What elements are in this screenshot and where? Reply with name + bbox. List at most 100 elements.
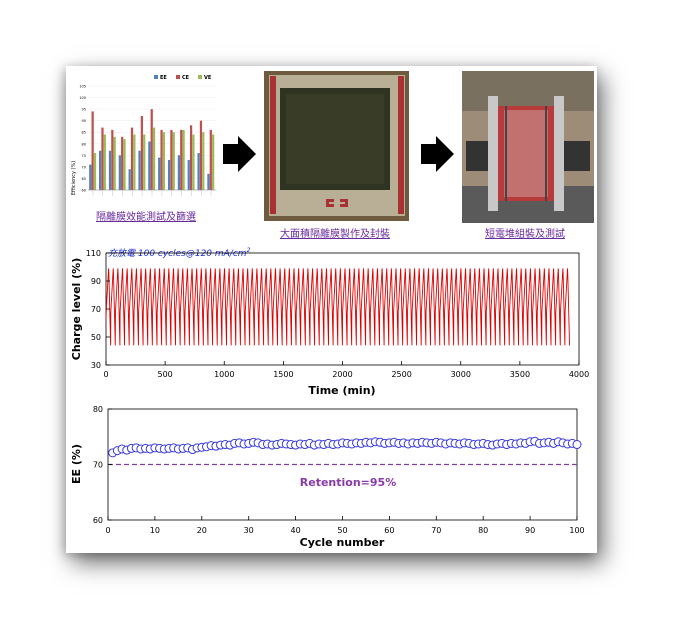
mini-bar: [207, 173, 210, 190]
mini-bar: [187, 159, 190, 190]
mini-legend: EE CE VE: [154, 75, 212, 81]
slide: Efficiency (%) 60 65 70 75 80 85 90 95 100 105 EE…: [66, 66, 597, 553]
mini-ytick-label: 95: [82, 108, 86, 112]
mini-bar: [189, 125, 193, 190]
charge-xtick-label: 1000: [214, 370, 234, 379]
ee-xtick-label: 60: [384, 526, 394, 535]
charge-xtick-label: 3500: [510, 370, 530, 379]
ee-ytick-label: 60: [93, 516, 103, 525]
ee-chart: Retention=95% 60 70 80 0 10 20 30 40 50 60 70 80 90…: [70, 405, 585, 549]
mini-bar: [123, 139, 126, 190]
mini-legend-swatch: [176, 75, 180, 79]
charge-xtick-label: 1500: [273, 370, 293, 379]
mini-bar: [148, 141, 151, 190]
ee-xtick-label: 20: [197, 526, 207, 535]
caption-short-stack: 短電堆組裝及測試: [485, 227, 565, 240]
mini-ytick-label: 80: [82, 142, 86, 146]
arrow-icon: [223, 136, 256, 172]
ee-xtick-label: 80: [478, 526, 488, 535]
charge-xtick-label: 2500: [391, 370, 411, 379]
ee-xtick-label: 90: [525, 526, 535, 535]
arrow-icon: [421, 136, 454, 172]
mini-ytick-label: 75: [82, 154, 86, 158]
charge-xtick-label: 3000: [451, 370, 471, 379]
retention-annotation: Retention=95%: [300, 476, 396, 489]
charge-level-line: [105, 268, 570, 346]
charge-xtick-label: 500: [157, 370, 172, 379]
mini-bar: [113, 136, 116, 190]
mini-bar: [108, 150, 112, 190]
ee-xtick-label: 50: [337, 526, 347, 535]
mini-bar: [150, 109, 153, 190]
charge-ytick-label: 110: [86, 249, 101, 258]
charge-xticks: 0 500 1000 1500 2000 2500 3000 3500 4000: [103, 361, 589, 379]
mini-bar: [121, 136, 124, 190]
mini-bar: [170, 129, 173, 190]
charge-yticks: 30 50 70 90 110: [86, 249, 110, 370]
mini-bar: [162, 132, 166, 190]
mini-bar: [111, 129, 114, 190]
mini-bar: [143, 134, 146, 190]
charge-xtick-label: 4000: [569, 370, 589, 379]
mini-bar: [172, 132, 175, 190]
mini-bar: [101, 127, 104, 190]
mini-bar: [160, 129, 163, 190]
ee-ytick-label: 80: [93, 405, 103, 414]
mini-bar: [177, 155, 181, 190]
membrane-efficiency-chart: Efficiency (%) 60 65 70 75 80 85 90 95 100 105 EE…: [71, 75, 216, 196]
mini-bars: [89, 109, 215, 190]
mini-bar: [140, 116, 143, 190]
ee-point: [572, 440, 582, 450]
mini-bar: [128, 169, 131, 190]
mini-bar: [192, 134, 195, 190]
mini-bar: [138, 150, 141, 190]
ee-xlabel: Cycle number: [300, 536, 385, 549]
mini-ytick-label: 60: [82, 189, 86, 193]
ee-xtick-label: 40: [291, 526, 301, 535]
mini-bar: [197, 153, 200, 190]
charge-xtick-label: 2000: [332, 370, 352, 379]
mini-legend-label: CE: [182, 75, 190, 81]
mini-ytick-label: 90: [82, 119, 86, 123]
charge-ytick-label: 30: [91, 361, 101, 370]
mini-legend-swatch: [198, 75, 202, 79]
ee-yticks: 60 70 80: [93, 405, 112, 525]
short-stack-photo: [462, 71, 594, 223]
mini-bar: [182, 129, 185, 190]
mini-bar: [118, 155, 121, 190]
ee-xticks: 0 10 20 30 40 50 60 70 80 90 100: [105, 516, 585, 535]
large-membrane-photo: [264, 71, 409, 221]
charge-ytick-label: 70: [91, 305, 101, 314]
mini-ylabel: Efficiency (%): [71, 161, 77, 195]
mini-legend-label: EE: [160, 75, 167, 81]
mini-legend-swatch: [154, 75, 158, 79]
caption-membrane: 隔離膜效能測試及篩選: [96, 210, 196, 223]
charge-xtick-label: 0: [103, 370, 108, 379]
mini-ytick-label: 65: [82, 177, 86, 181]
mini-bar: [199, 120, 203, 190]
mini-ytick-label: 85: [82, 131, 86, 135]
mini-bar: [212, 134, 215, 190]
mini-bar: [180, 129, 183, 190]
mini-bar: [152, 127, 156, 190]
caption-large-membrane: 大面積隔離膜製作及封裝: [280, 227, 390, 240]
mini-xticks: [88, 189, 216, 196]
mini-bar: [158, 157, 161, 190]
ee-xtick-label: 10: [150, 526, 160, 535]
ee-xtick-label: 0: [105, 526, 110, 535]
charge-ytick-label: 50: [91, 333, 101, 342]
mini-bar: [202, 132, 205, 190]
mini-bar: [89, 164, 92, 190]
ee-xtick-label: 70: [431, 526, 441, 535]
mini-legend-label: VE: [204, 75, 212, 81]
charge-ytick-label: 90: [91, 277, 101, 286]
mini-bar: [167, 159, 171, 190]
mini-ytick-label: 105: [79, 85, 86, 89]
mini-bar: [130, 127, 134, 190]
mini-bar: [133, 134, 136, 190]
charge-chart-title: 充放電 100 cycles@120 mA/cm2: [108, 247, 251, 259]
mini-bar: [103, 134, 106, 190]
charge-ylabel: Charge level (%): [70, 258, 83, 360]
ee-ytick-label: 70: [93, 461, 103, 470]
